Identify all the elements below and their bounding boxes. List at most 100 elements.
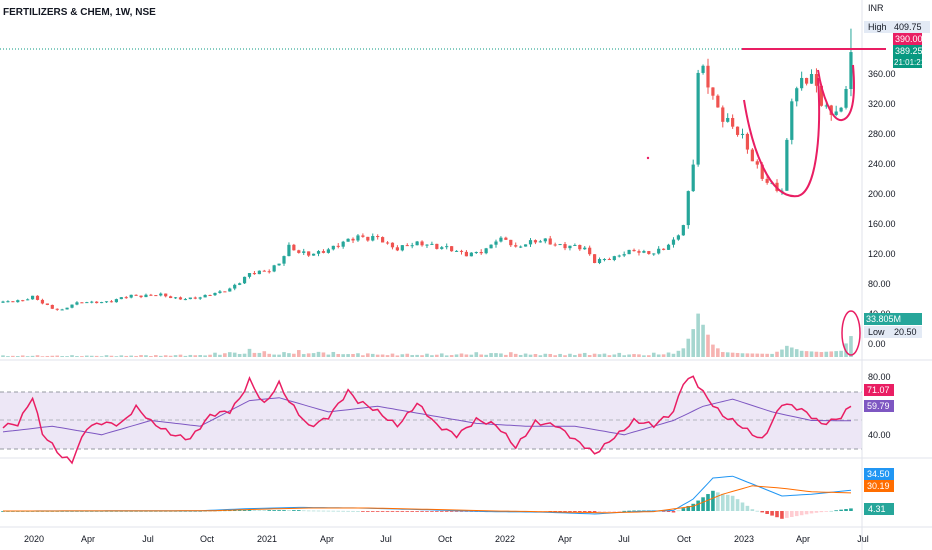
- macd-hist-bar: [617, 511, 622, 512]
- volume-bar: [297, 350, 301, 357]
- macd-hist-bar: [794, 511, 799, 517]
- volume-bar: [316, 351, 321, 357]
- volume-bar: [647, 355, 651, 357]
- candle: [351, 238, 355, 241]
- candle: [701, 65, 705, 73]
- macd-hist-bar: [306, 510, 311, 512]
- volume-bar: [223, 353, 227, 357]
- time-tick-label: 2021: [257, 534, 277, 544]
- volume-bar: [139, 355, 143, 357]
- candle: [26, 299, 30, 301]
- volume-bar: [292, 353, 296, 357]
- macd-hist-bar: [346, 510, 350, 512]
- volume-circle-drawing[interactable]: [841, 310, 861, 356]
- volume-bar: [326, 354, 331, 357]
- macd-hist-bar: [809, 511, 814, 514]
- price-scale[interactable]: 360.00 320.00 280.00 240.00 200.00 160.00 120.…: [868, 69, 896, 349]
- rsi-ma-value: 59.79: [867, 401, 890, 411]
- volume-bar: [257, 352, 262, 357]
- handle-drawing[interactable]: [817, 64, 855, 121]
- candle: [75, 302, 79, 305]
- candle: [528, 240, 533, 245]
- candle: [553, 244, 557, 246]
- volume-bar: [70, 355, 74, 357]
- volume-bar: [656, 354, 661, 357]
- volume-bar: [637, 354, 641, 357]
- volume-bar: [163, 355, 168, 357]
- candle: [671, 239, 676, 245]
- volume-bar: [513, 353, 518, 357]
- candle: [745, 133, 750, 150]
- candle: [336, 245, 340, 247]
- macd-hist-bar: [252, 510, 257, 511]
- cup-drawing[interactable]: [743, 77, 821, 198]
- time-tick-label: Oct: [438, 534, 453, 544]
- candle: [11, 301, 15, 303]
- volume-bar: [366, 353, 370, 357]
- candle: [795, 88, 799, 102]
- macd-hist-bar: [632, 510, 636, 512]
- volume-bar: [1, 355, 5, 357]
- volume-bar: [553, 355, 557, 357]
- candle: [169, 296, 173, 299]
- candle: [543, 238, 547, 242]
- candle: [588, 247, 592, 255]
- time-axis[interactable]: 2020 Apr Jul Oct 2021 Apr Jul Oct 2022 Apr Jul Oct 2…: [24, 534, 869, 544]
- volume-bar: [287, 353, 291, 357]
- candle: [790, 101, 794, 140]
- macd-hist-bar: [661, 511, 666, 512]
- price-tick-label: 320.00: [868, 99, 896, 109]
- candle: [563, 244, 567, 249]
- volume-bar: [267, 353, 272, 357]
- macd-value: 34.50: [867, 469, 890, 479]
- candle: [331, 245, 335, 250]
- macd-hist-bar: [834, 510, 838, 512]
- macd-hist-bar: [849, 508, 853, 511]
- volume-bar: [30, 355, 35, 357]
- candle: [405, 245, 409, 247]
- volume-bar: [499, 353, 503, 357]
- candle: [80, 302, 84, 304]
- candle: [494, 241, 498, 245]
- candle: [464, 251, 469, 257]
- low-label: Low: [868, 327, 885, 337]
- candle: [203, 294, 207, 298]
- volume-bar: [341, 354, 345, 357]
- hist-value: 4.31: [868, 504, 886, 514]
- volume-bar: [149, 356, 153, 357]
- volume-bar: [508, 352, 513, 357]
- macd-hist-bar: [425, 511, 429, 512]
- time-tick-label: 2022: [495, 534, 515, 544]
- candle: [844, 89, 848, 108]
- volume-bar: [849, 336, 853, 357]
- macd-hist-bar: [799, 511, 804, 516]
- time-tick-label: 2023: [734, 534, 754, 544]
- candle: [676, 235, 681, 240]
- macd-hist-bar: [681, 508, 686, 511]
- candle: [164, 293, 168, 297]
- volume-bar: [242, 353, 247, 357]
- volume-bar: [119, 355, 124, 357]
- candle: [415, 241, 419, 246]
- candle: [735, 126, 740, 135]
- time-tick-label: Jul: [857, 534, 869, 544]
- volume-bar: [479, 354, 484, 357]
- price-tick-label: 0.00: [868, 339, 886, 349]
- volume-bar: [65, 356, 69, 357]
- volume-bar: [331, 351, 336, 357]
- candle: [307, 251, 311, 256]
- candle: [361, 235, 365, 237]
- low-value: 20.50: [894, 327, 917, 337]
- hist-value-badge: [864, 503, 894, 515]
- level-badge: [893, 33, 922, 45]
- macd-hist-bar: [790, 511, 794, 517]
- candle: [178, 297, 183, 300]
- candle: [504, 237, 508, 240]
- volume-bar: [306, 353, 311, 357]
- macd-hist-bar: [375, 511, 380, 512]
- macd-hist-bar: [405, 511, 410, 512]
- macd-hist-bar: [701, 497, 705, 511]
- macd-hist-bar: [277, 510, 281, 511]
- stray-dot: [646, 156, 650, 160]
- macd-hist-bar: [232, 510, 237, 512]
